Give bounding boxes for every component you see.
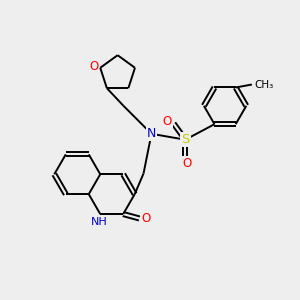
Text: S: S (181, 133, 190, 146)
Text: NH: NH (91, 217, 108, 227)
Text: N: N (147, 127, 156, 140)
Text: CH₃: CH₃ (254, 80, 274, 89)
Text: O: O (182, 157, 191, 170)
Text: O: O (163, 115, 172, 128)
Text: O: O (141, 212, 151, 225)
Text: O: O (89, 60, 98, 73)
